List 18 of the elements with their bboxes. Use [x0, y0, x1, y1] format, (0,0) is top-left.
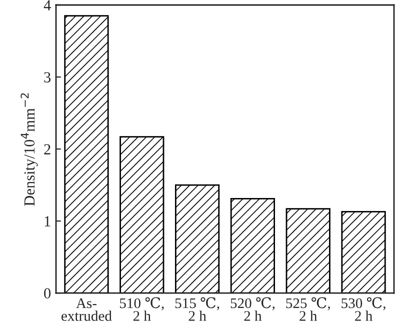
y-tick-label: 3 — [44, 72, 51, 82]
bar — [230, 198, 276, 294]
bar — [174, 184, 220, 294]
x-tick-label: 510 ℃, 2 h — [120, 297, 164, 321]
x-tick-label: As- extruded — [62, 298, 112, 321]
bar — [286, 208, 330, 294]
x-tick-label: 530 ℃, 2 h — [342, 297, 386, 321]
x-tick-label: 520 ℃, 2 h — [230, 297, 275, 321]
y-tick-label: 4 — [44, 0, 51, 10]
bar — [64, 15, 109, 294]
y-tick-label: 0 — [44, 288, 51, 298]
x-tick-label: 525 ℃, 2 h — [286, 297, 330, 321]
y-tick-label: 2 — [44, 144, 50, 154]
y-tick-label: 1 — [44, 216, 50, 226]
bar — [341, 210, 386, 294]
x-tick-label: 515 ℃, 2 h — [175, 297, 220, 321]
bar — [120, 136, 164, 294]
y-axis-title: Density/10$^{4}$mm$^{−2}$ — [20, 93, 38, 206]
